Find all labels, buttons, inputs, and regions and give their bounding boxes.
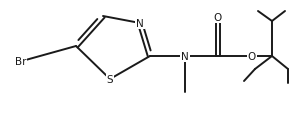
- Text: O: O: [214, 13, 222, 23]
- Text: N: N: [136, 19, 144, 29]
- Text: N: N: [181, 52, 189, 61]
- Text: O: O: [248, 52, 256, 61]
- Text: S: S: [107, 74, 113, 84]
- Text: Br: Br: [14, 56, 26, 66]
